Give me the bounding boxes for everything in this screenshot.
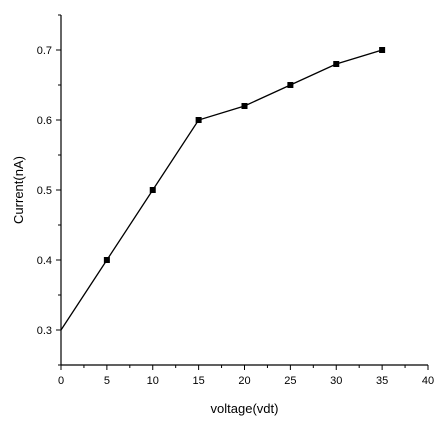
x-tick-label: 10 bbox=[147, 375, 159, 387]
data-point bbox=[379, 47, 386, 53]
y-tick-label: 0.7 bbox=[37, 45, 52, 57]
x-tick-label: 35 bbox=[376, 375, 388, 387]
data-point bbox=[149, 187, 156, 193]
series-line bbox=[60, 49, 383, 331]
y-tick-label: 0.5 bbox=[37, 185, 52, 197]
data-point bbox=[333, 61, 340, 67]
data-point bbox=[103, 257, 110, 263]
data-point bbox=[241, 103, 248, 109]
y-tick-label: 0.3 bbox=[37, 325, 52, 337]
x-tick-label: 15 bbox=[193, 375, 205, 387]
x-tick-label: 20 bbox=[238, 375, 250, 387]
x-tick-label: 30 bbox=[330, 375, 342, 387]
x-tick-label: 25 bbox=[284, 375, 296, 387]
y-ticks: 0.3 0.4 0.5 0.6 0.7 bbox=[37, 14, 61, 366]
y-axis-title: Current(nA) bbox=[11, 156, 26, 224]
x-axis-title: voltage(vdt) bbox=[211, 401, 279, 416]
y-tick-label: 0.4 bbox=[37, 255, 52, 267]
data-point bbox=[195, 117, 202, 123]
data-point bbox=[287, 82, 294, 88]
x-tick-label: 0 bbox=[58, 375, 64, 387]
x-tick-label: 40 bbox=[422, 375, 434, 387]
x-tick-label: 5 bbox=[104, 375, 110, 387]
y-tick-label: 0.6 bbox=[37, 115, 52, 127]
series-group bbox=[60, 47, 386, 331]
axes bbox=[60, 15, 428, 366]
x-ticks: 0 5 10 15 20 25 30 35 40 bbox=[58, 365, 434, 387]
